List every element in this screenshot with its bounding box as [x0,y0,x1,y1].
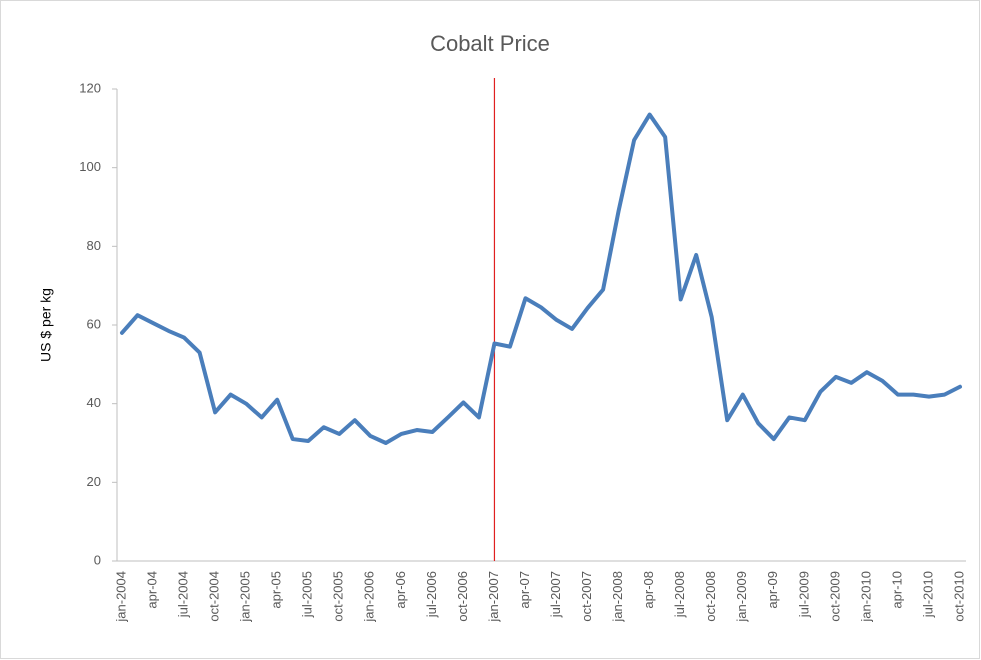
x-tick-label: oct-2005 [331,571,346,622]
x-tick-label: oct-2007 [579,571,594,622]
y-tick-label: 60 [87,316,101,331]
x-tick-label: apr-09 [765,571,780,609]
x-tick-label: jan-2007 [486,571,501,623]
x-tick-label: jul-2004 [176,571,191,618]
x-tick-label: jan-2009 [734,571,749,623]
x-tick-label: oct-2004 [207,571,222,622]
x-tick-label: apr-10 [889,571,904,609]
x-tick-label: apr-06 [393,571,408,609]
y-tick-label: 80 [87,238,101,253]
x-tick-label: jul-2009 [796,571,811,618]
y-tick-label: 100 [79,159,101,174]
y-tick-label: 40 [87,395,101,410]
x-tick-label: jul-2010 [920,571,935,618]
x-tick-label: oct-2010 [951,571,966,622]
x-tick-label: oct-2009 [827,571,842,622]
y-tick-label: 120 [79,80,101,95]
x-tick-label: jul-2006 [424,571,439,618]
x-tick-label: jan-2008 [610,571,625,623]
x-tick-label: apr-04 [144,571,159,609]
y-tick-label: 20 [87,474,101,489]
x-tick-label: jul-2007 [548,571,563,618]
x-tick-label: jul-2005 [300,571,315,618]
x-tick-label: jan-2005 [238,571,253,623]
x-tick-label: apr-05 [269,571,284,609]
y-tick-label: 0 [94,552,101,567]
x-tick-label: jul-2008 [672,571,687,618]
x-tick-label: jan-2006 [362,571,377,623]
x-tick-label: jan-2010 [858,571,873,623]
x-tick-label: jan-2004 [113,571,128,623]
data-line [120,112,962,445]
x-tick-label: oct-2008 [703,571,718,622]
chart-title: Cobalt Price [430,31,550,56]
x-tick-label: apr-07 [517,571,532,609]
x-tick-label: apr-08 [641,571,656,609]
x-tick-label: oct-2006 [455,571,470,622]
y-axis-label: US $ per kg [38,288,54,362]
